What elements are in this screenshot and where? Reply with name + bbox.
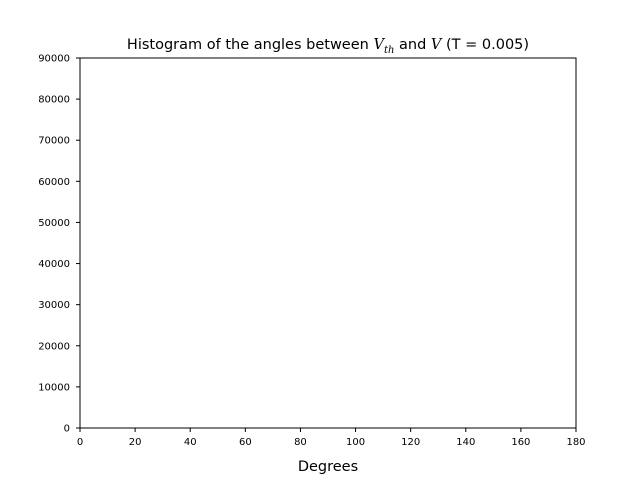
y-tick-label: 30000 [38, 300, 70, 311]
x-tick-label: 100 [346, 437, 365, 448]
x-tick-label: 180 [566, 437, 585, 448]
y-tick-label: 0 [64, 424, 70, 435]
x-tick-label: 120 [401, 437, 420, 448]
y-axis-ticks: 0 10000 20000 30000 40000 50000 60000 70000 8000… [38, 54, 80, 435]
x-tick-label: 80 [294, 437, 307, 448]
y-tick-label: 60000 [38, 177, 70, 188]
chart-title-var1: V [373, 37, 385, 53]
x-tick-label: 0 [77, 437, 83, 448]
plot-area [80, 58, 576, 428]
x-tick-label: 60 [239, 437, 252, 448]
y-tick-label: 80000 [38, 95, 70, 106]
axes-frame [79, 57, 577, 429]
y-tick-label: 70000 [38, 136, 70, 147]
x-tick-label: 140 [456, 437, 475, 448]
chart-title-var2: V [431, 37, 443, 53]
y-tick-label: 10000 [38, 382, 70, 393]
x-axis-ticks: 0 20 40 60 80 100 120 140 160 180 [77, 428, 586, 448]
x-tick-label: 160 [511, 437, 530, 448]
chart-title-middle: and [394, 37, 431, 53]
chart-title: Histogram of the angles between Vth and … [127, 37, 529, 56]
x-axis-label: Degrees [298, 459, 358, 475]
x-tick-label: 40 [184, 437, 197, 448]
y-tick-label: 20000 [38, 341, 70, 352]
x-tick-label: 20 [129, 437, 142, 448]
chart-title-after: (T = 0.005) [441, 37, 529, 53]
y-tick-label: 40000 [38, 259, 70, 270]
chart-title-before: Histogram of the angles between [127, 37, 374, 53]
y-tick-label: 50000 [38, 218, 70, 229]
y-tick-label: 90000 [38, 54, 70, 65]
chart-title-var1-subscript: th [384, 45, 394, 56]
